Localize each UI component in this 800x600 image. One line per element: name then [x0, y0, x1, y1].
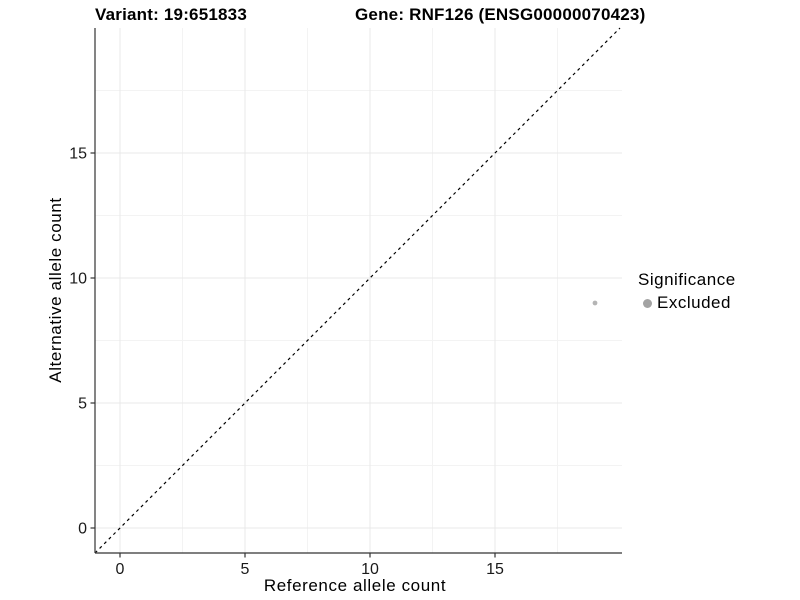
legend-point-icon — [643, 298, 652, 308]
x-tick-label: 10 — [361, 561, 379, 578]
identity-line — [94, 27, 621, 554]
legend: Significance Excluded — [638, 270, 736, 313]
y-tick-label: 15 — [69, 146, 87, 163]
axis-layer: 0 5 10 15 0 5 10 15 — [69, 28, 622, 578]
legend-item-label: Excluded — [657, 293, 731, 312]
x-tick-label: 15 — [486, 561, 504, 578]
x-axis-title: Reference allele count — [264, 576, 446, 595]
data-layer — [94, 27, 621, 554]
legend-title: Significance — [638, 270, 736, 289]
y-tick-label: 10 — [69, 271, 87, 288]
x-tick-label: 5 — [241, 561, 250, 578]
grid-layer — [95, 28, 622, 553]
gene-title: Gene: RNF126 (ENSG00000070423) — [355, 5, 646, 24]
y-tick-label: 0 — [78, 521, 87, 538]
y-axis-title: Alternative allele count — [46, 197, 65, 382]
y-tick-label: 5 — [78, 396, 87, 413]
legend-item-excluded: Excluded — [638, 293, 736, 313]
variant-title: Variant: 19:651833 — [95, 5, 247, 24]
x-tick-label: 0 — [116, 561, 125, 578]
data-point — [592, 300, 598, 306]
